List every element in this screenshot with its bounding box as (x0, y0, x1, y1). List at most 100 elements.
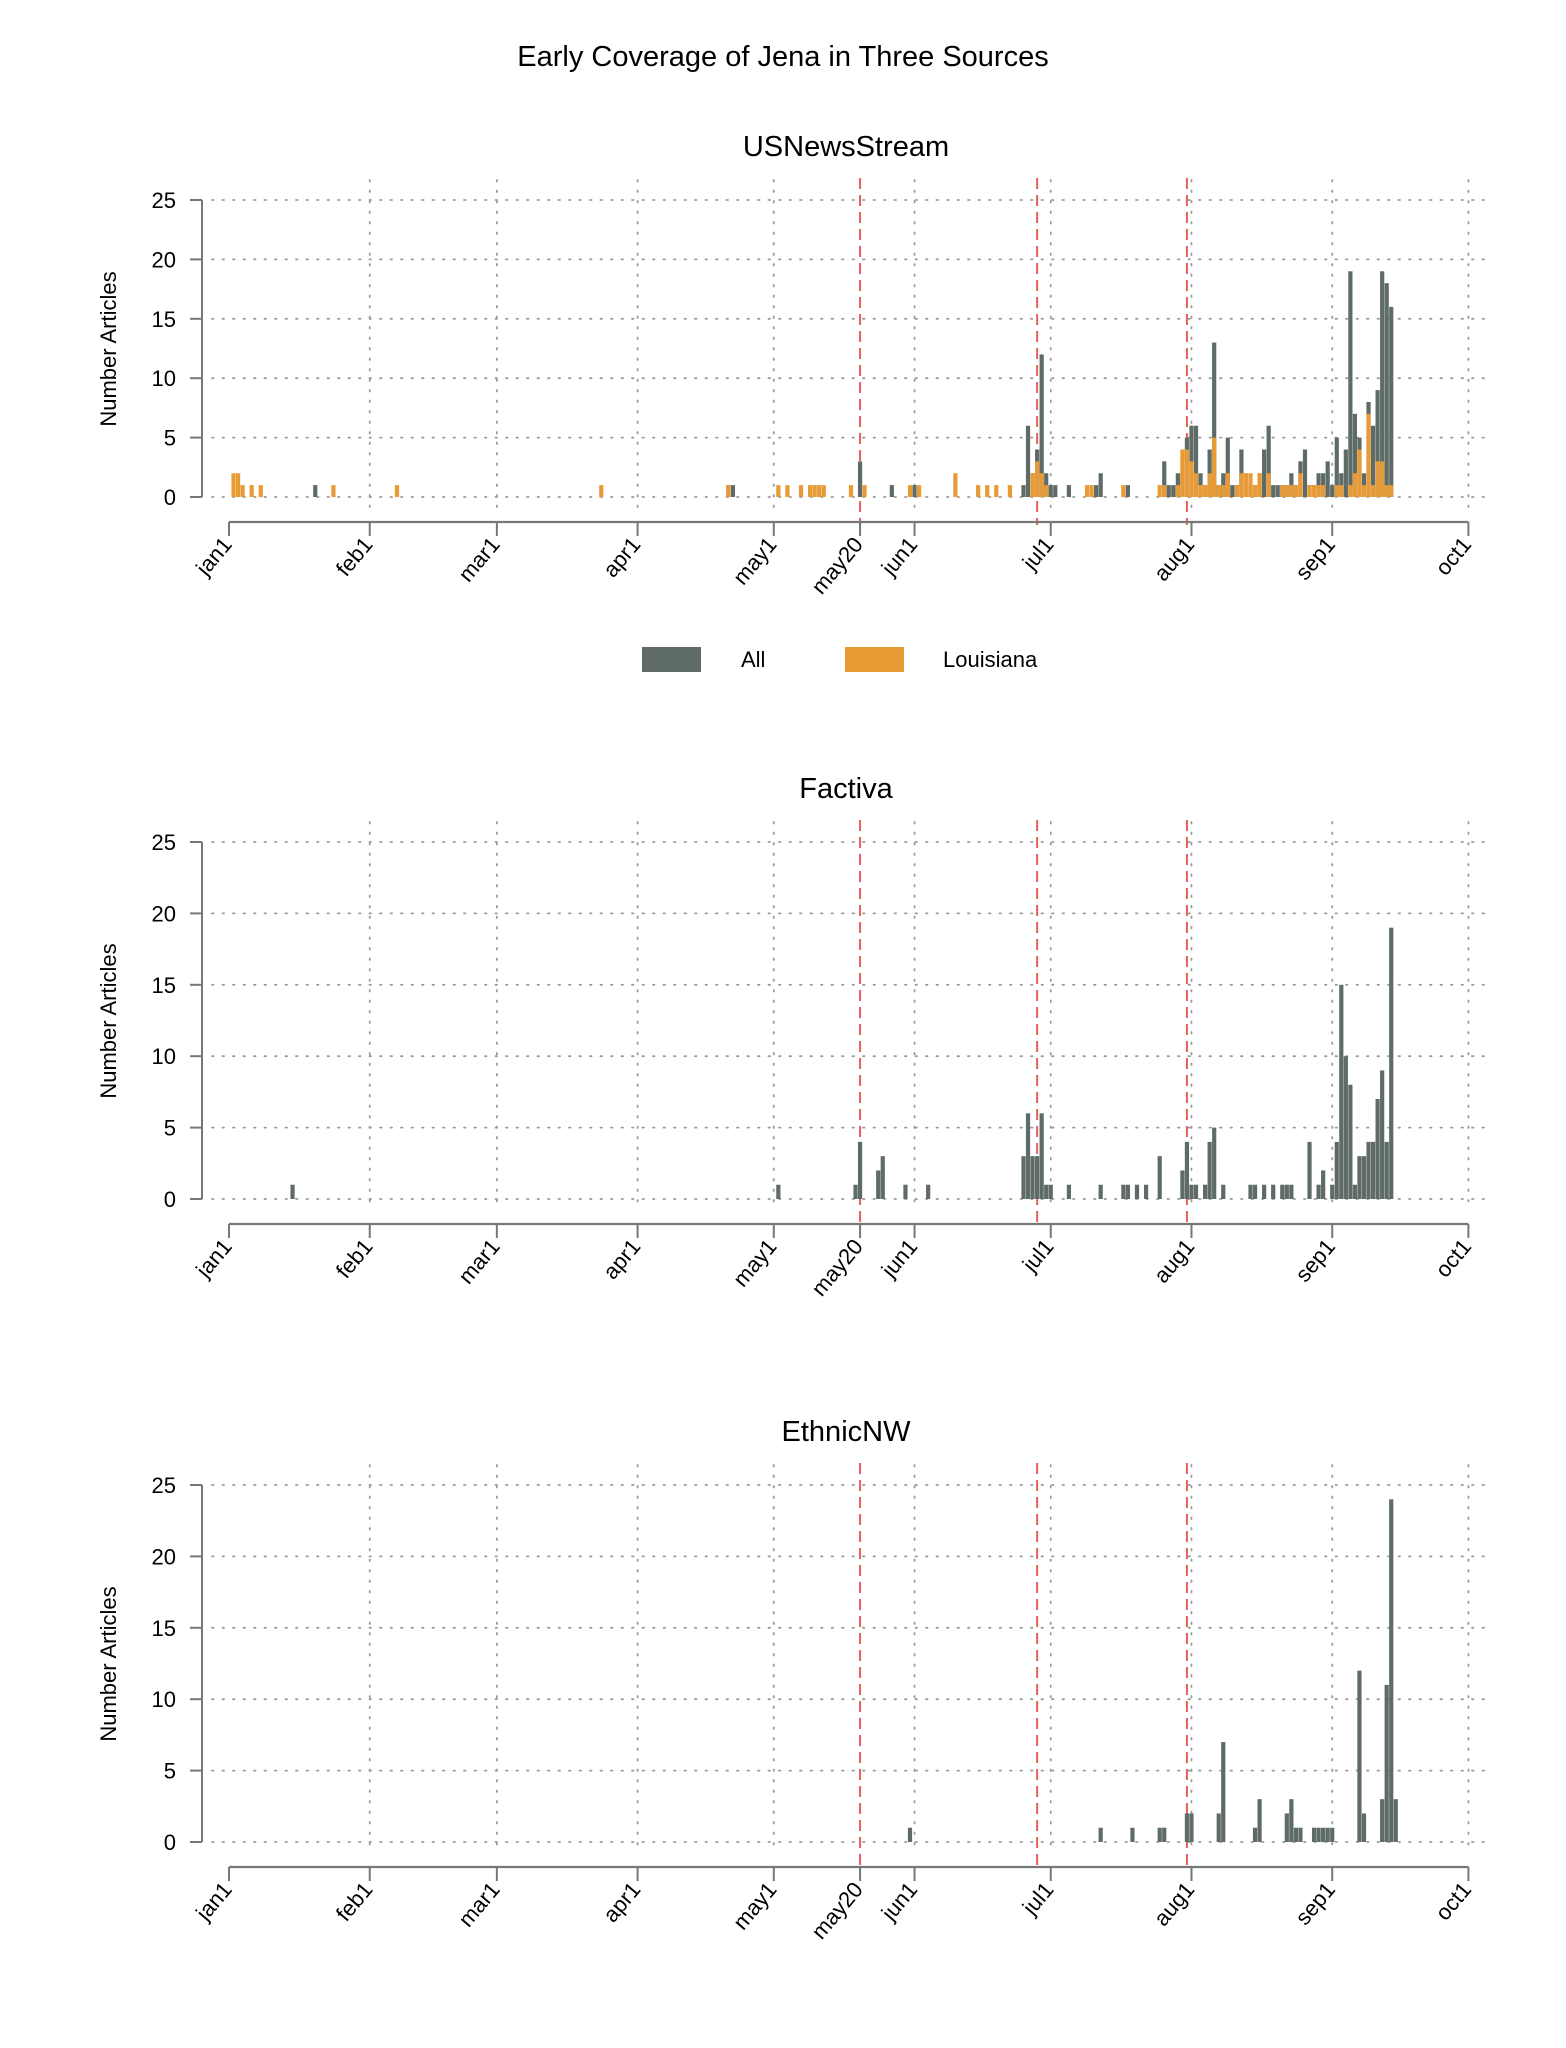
bar-louisiana (240, 485, 245, 497)
x-tick-label: feb1 (331, 532, 378, 581)
bar-all (1193, 1184, 1199, 1199)
bar-all (1370, 425, 1376, 497)
x-tick-label: oct1 (1430, 1877, 1476, 1925)
bar-all (1321, 1827, 1326, 1842)
bar-all (1098, 1184, 1103, 1199)
bar-louisiana (1280, 485, 1285, 497)
bar-louisiana (1212, 437, 1217, 497)
bar-all (1184, 1813, 1190, 1842)
bar-all (1271, 485, 1276, 497)
bar-louisiana (1184, 449, 1190, 497)
y-tick-label: 0 (164, 485, 176, 510)
bar-all (1221, 1742, 1226, 1842)
bar-all (1048, 1184, 1053, 1199)
bar-louisiana (916, 485, 922, 497)
bar-louisiana (1375, 461, 1380, 497)
bar-all (1348, 1084, 1353, 1199)
bar-all (1307, 1141, 1312, 1199)
x-tick-label: feb1 (331, 1877, 378, 1926)
bar-louisiana (1030, 473, 1035, 497)
bar-all (1271, 1184, 1276, 1199)
bar-all (1207, 1141, 1212, 1199)
panel-title: Factiva (799, 773, 893, 805)
bar-all (1298, 1827, 1303, 1842)
bar-all (1330, 1827, 1335, 1842)
bar-louisiana (808, 485, 813, 497)
bar-all (1352, 413, 1358, 497)
bar-louisiana (1007, 485, 1012, 497)
bar-louisiana (985, 485, 990, 497)
bar-louisiana (1203, 485, 1208, 497)
bar-louisiana (1307, 485, 1312, 497)
bar-all (1316, 1827, 1321, 1842)
bar-all (1389, 1499, 1394, 1842)
bar-all (876, 1170, 881, 1199)
bar-louisiana (1180, 449, 1185, 497)
chart-panel-ethnicnw: EthnicNW Number Articles 0 5 10 15 20 25 jan1 feb… (96, 1416, 1487, 1944)
x-tick-label: apr1 (598, 1877, 645, 1927)
bar-all (857, 461, 863, 497)
bar-all (1039, 354, 1044, 497)
bar-all (1343, 449, 1348, 497)
bar-all (926, 1184, 931, 1199)
bar-louisiana (1389, 485, 1394, 497)
bar-all (1293, 1827, 1298, 1842)
bar-all (1284, 1813, 1289, 1842)
bar-all (1162, 1827, 1167, 1842)
x-tick-label: mar1 (453, 1234, 504, 1288)
bar-all (1121, 1184, 1126, 1199)
bar-louisiana (1384, 485, 1389, 497)
y-tick-label: 20 (152, 1544, 176, 1569)
bar-all (1325, 461, 1330, 497)
bar-all (1334, 437, 1339, 497)
bar-louisiana (776, 485, 781, 497)
bar-all (1098, 1827, 1103, 1842)
y-tick-label: 15 (152, 973, 176, 998)
bar-all (1212, 342, 1217, 497)
bar-louisiana (817, 485, 822, 497)
bar-all (730, 485, 736, 497)
bar-louisiana (1234, 485, 1239, 497)
y-axis-label: Number Articles (96, 271, 121, 426)
y-tick-label: 15 (152, 1616, 176, 1641)
bar-all (1357, 1670, 1362, 1842)
x-tick-label: oct1 (1430, 532, 1476, 580)
x-tick-label: sep1 (1290, 532, 1340, 585)
bar-louisiana (1311, 485, 1317, 497)
x-tick-label: sep1 (1290, 1877, 1340, 1930)
bar-louisiana (394, 485, 400, 497)
bar-louisiana (1248, 473, 1253, 497)
bar-all (1094, 485, 1099, 497)
bar-all (1275, 485, 1280, 497)
bar-all (1039, 1113, 1044, 1199)
bar-louisiana (331, 485, 336, 497)
bar-louisiana (1339, 485, 1344, 497)
bar-all (1311, 1827, 1317, 1842)
bar-louisiana (1189, 461, 1194, 497)
bar-all (1330, 485, 1335, 497)
bar-all (1375, 1099, 1380, 1199)
bar-louisiana (1193, 473, 1199, 497)
y-tick-label: 0 (164, 1830, 176, 1855)
bar-all (1284, 1184, 1289, 1199)
bar-louisiana (231, 473, 236, 497)
bar-all (1025, 1113, 1031, 1199)
bar-louisiana (1284, 485, 1289, 497)
bar-all (1321, 1170, 1326, 1199)
bar-all (1130, 1827, 1135, 1842)
bar-louisiana (1221, 485, 1226, 497)
bar-all (1162, 461, 1167, 497)
x-tick-label: oct1 (1430, 1234, 1476, 1282)
bar-louisiana (1239, 473, 1244, 497)
bar-louisiana (1084, 485, 1090, 497)
y-tick-label: 20 (152, 247, 176, 272)
bar-all (1044, 1184, 1049, 1199)
bar-louisiana (1321, 485, 1326, 497)
bar-all (1157, 1156, 1162, 1199)
bar-all (1230, 485, 1235, 497)
bar-louisiana (1252, 485, 1258, 497)
bar-all (1157, 1827, 1162, 1842)
bar-louisiana (1089, 485, 1094, 497)
bar-louisiana (599, 485, 604, 497)
